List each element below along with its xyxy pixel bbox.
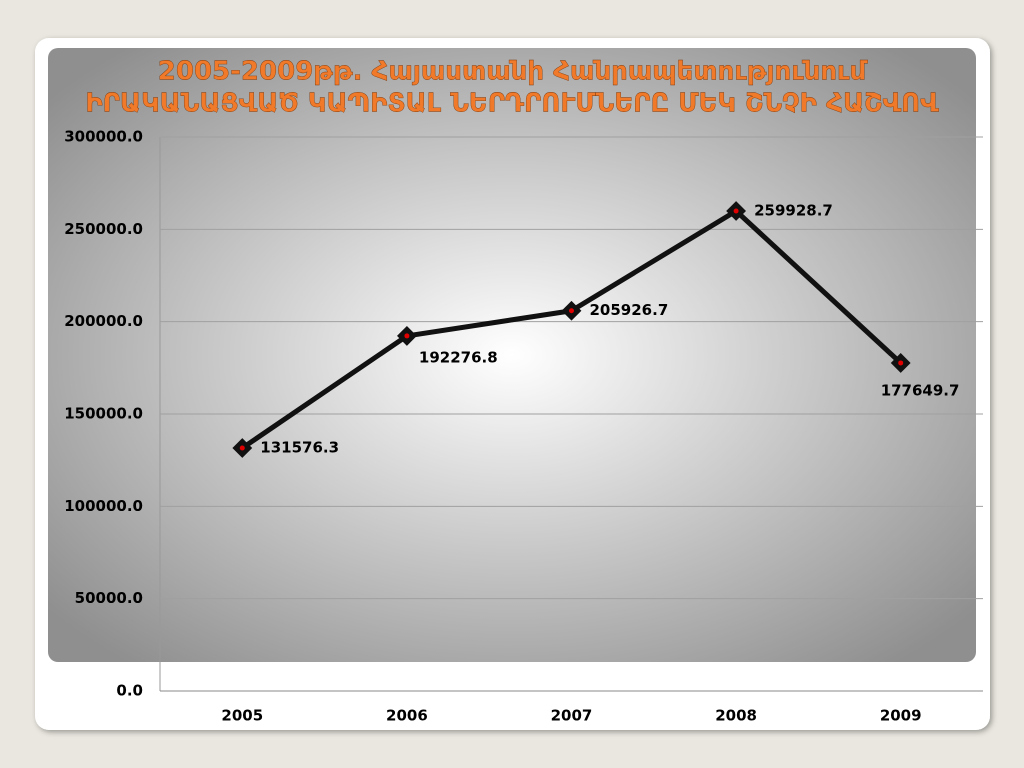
x-tick-label: 2005	[221, 707, 263, 725]
y-tick-label: 300000.0	[64, 128, 143, 146]
marker-dot	[733, 208, 739, 214]
data-label: 131576.3	[260, 439, 339, 457]
data-label: 192276.8	[419, 348, 498, 366]
marker-dot	[898, 360, 904, 366]
marker-dot	[569, 308, 574, 314]
chart-title: ԻՐԱԿԱՆԱՑՎԱԾ ԿԱՊԻՏԱԼ ՆԵՐԴՐՈՒՄՆԵՐԸ ՄԵԿ ՇՆՉ…	[85, 89, 939, 119]
y-tick-label: 100000.0	[64, 497, 143, 515]
y-tick-label: 0.0	[116, 682, 143, 700]
marker-dot	[239, 445, 245, 451]
marker-dot	[404, 333, 410, 339]
plot-background	[48, 48, 976, 662]
data-label: 259928.7	[754, 201, 833, 219]
x-tick-label: 2008	[715, 707, 757, 725]
x-tick-label: 2006	[386, 707, 428, 725]
y-tick-label: 200000.0	[64, 312, 143, 330]
data-label: 177649.7	[881, 381, 960, 399]
x-tick-label: 2009	[880, 707, 922, 725]
chart-title: 2005-2009թթ. Հայաստանի Հանրապետությունու…	[158, 57, 869, 87]
data-label: 205926.7	[590, 301, 669, 319]
y-tick-label: 150000.0	[64, 405, 143, 423]
y-tick-label: 250000.0	[64, 220, 143, 238]
y-tick-label: 50000.0	[75, 589, 143, 607]
x-tick-label: 2007	[551, 707, 593, 725]
